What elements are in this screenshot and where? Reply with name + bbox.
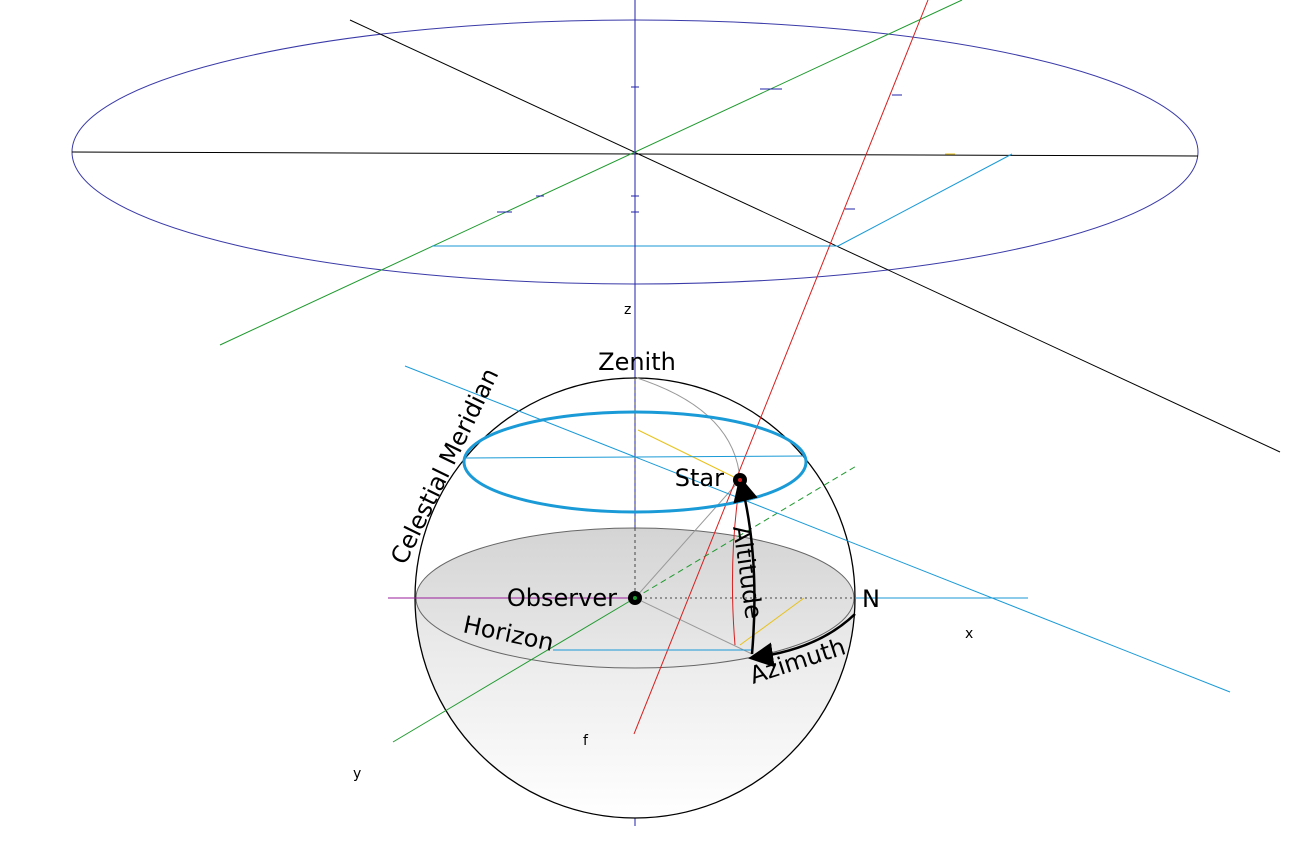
green-axis-solid	[392, 597, 636, 743]
star-path-circle	[462, 410, 808, 514]
axis-x-label: x	[965, 626, 973, 642]
observer-star-line	[634, 479, 741, 599]
azimuth-arc[interactable]	[748, 613, 856, 668]
observer-foot-line	[634, 597, 753, 655]
yellow-helper-line-lower	[739, 597, 805, 646]
axis-f-label: f	[583, 733, 589, 749]
upper-cyan-diagonal	[837, 153, 1013, 247]
green-axis-dashed	[634, 464, 859, 599]
upper-construction-group	[71, 0, 1281, 826]
upper-diagonal-black-axis	[349, 19, 1281, 453]
meridian-arc	[636, 377, 741, 481]
star-point-center	[738, 478, 742, 482]
celestial-sphere-group	[388, 0, 1231, 819]
star-label: Star	[675, 464, 724, 492]
observer-label: Observer	[507, 584, 617, 612]
yellow-helper-line-upper	[637, 429, 741, 481]
star-path-diameter	[464, 455, 806, 459]
axis-y-label: y	[353, 766, 361, 782]
observer-point-center	[633, 596, 637, 600]
axis-z-label: z	[624, 302, 631, 318]
zenith-label: Zenith	[598, 348, 676, 376]
upper-diagonal-green-axis	[219, 0, 963, 346]
altitude-arc[interactable]	[733, 476, 758, 655]
red-axis	[633, 0, 929, 735]
north-label: N	[862, 585, 880, 613]
celestial-meridian-label: Celestial Meridian	[385, 364, 504, 569]
